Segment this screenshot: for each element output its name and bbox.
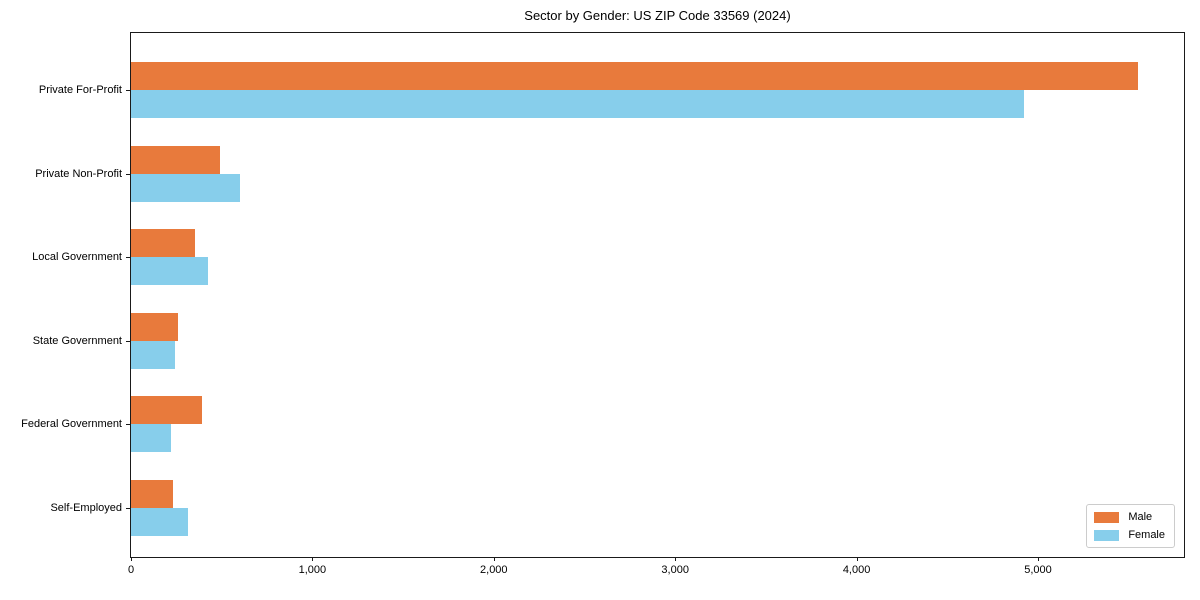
legend-label-female: Female — [1128, 529, 1165, 541]
x-tick-label: 5,000 — [1024, 564, 1052, 576]
bar-male-5 — [131, 396, 202, 425]
legend-swatch-female — [1094, 529, 1120, 541]
x-tick-label: 4,000 — [842, 564, 871, 576]
y-tick-mark — [126, 173, 131, 175]
y-tick-mark — [126, 508, 131, 509]
bar-male-3 — [131, 229, 195, 258]
x-tick-mark — [493, 557, 495, 561]
legend-item-female: Female — [1094, 529, 1165, 541]
bar-female-2 — [131, 173, 240, 202]
chart-title: Sector by Gender: US ZIP Code 33569 (202… — [524, 8, 791, 23]
y-tick-mark — [126, 340, 131, 342]
bar-male-6 — [131, 480, 173, 508]
y-tick-label: State Government — [32, 334, 122, 347]
legend-swatch-male — [1094, 511, 1120, 523]
x-tick-label: 2,000 — [480, 564, 508, 576]
bar-female-5 — [131, 424, 171, 453]
x-tick-mark — [131, 557, 132, 561]
x-tick-mark — [1037, 557, 1039, 561]
y-tick-mark — [126, 90, 131, 91]
y-tick-label: Private For-Profit — [38, 84, 122, 96]
bar-female-6 — [131, 508, 189, 536]
x-tick-label: 1,000 — [298, 564, 327, 576]
bar-male-4 — [131, 312, 179, 341]
x-tick-label: 3,000 — [661, 564, 689, 576]
bar-male-2 — [131, 145, 220, 174]
y-tick-mark — [126, 424, 131, 426]
y-tick-label: Self-Employed — [50, 502, 122, 514]
x-tick-mark — [856, 557, 858, 561]
plot-area: Private For-Profit Private Non-Profit Loca… — [21, 32, 1185, 576]
bar-female-3 — [131, 257, 209, 286]
x-tick-label: 0 — [127, 564, 135, 576]
bar-male-1 — [131, 62, 1138, 90]
y-tick-label: Federal Government — [21, 418, 122, 431]
x-tick-mark — [675, 557, 677, 561]
legend-label-male: Male — [1128, 511, 1153, 523]
y-tick-mark — [126, 257, 131, 259]
y-tick-label: Local Government — [32, 251, 122, 264]
x-tick-mark — [312, 557, 314, 561]
legend: Male Female — [1086, 504, 1175, 548]
bar-female-1 — [131, 90, 1024, 118]
bar-female-4 — [131, 340, 175, 369]
legend-item-male: Male — [1094, 511, 1165, 523]
y-tick-label: Private Non-Profit — [35, 167, 122, 180]
